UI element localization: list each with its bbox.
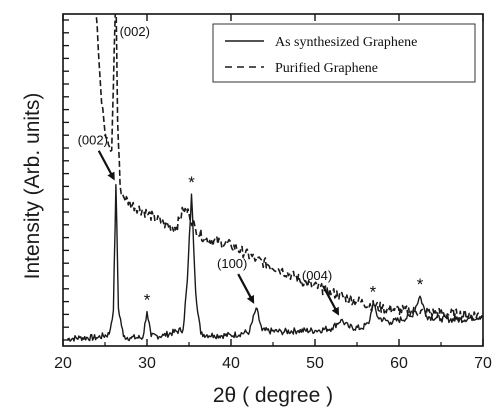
annotation-arrow <box>322 285 340 316</box>
x-tick-label: 70 <box>474 355 492 372</box>
peak-star-label: * <box>144 291 151 310</box>
legend-box <box>212 23 476 83</box>
legend: As synthesized Graphene Purified Graphen… <box>212 23 476 83</box>
annotation-arrow <box>237 273 255 304</box>
legend-label-as-synthesized: As synthesized Graphene <box>275 35 417 50</box>
peak-index-label: (004) <box>302 268 332 283</box>
peak-star-label: * <box>370 282 377 301</box>
x-tick-label: 20 <box>54 355 72 372</box>
x-tick-label: 60 <box>390 355 408 372</box>
x-axis-ticks: 20 30 40 50 60 70 <box>54 14 492 372</box>
x-tick-label: 30 <box>138 355 156 372</box>
peak-index-label: (002) <box>120 24 150 39</box>
peak-index-label: (002) <box>78 133 108 148</box>
series-line-as-synthesized <box>67 184 483 342</box>
y-axis-title: Intensity (Arb. units) <box>21 93 44 280</box>
peak-star-label: * <box>188 173 195 192</box>
annotation-layer: (002) (002) * * (100) (004) * * <box>78 24 424 316</box>
series-line-purified <box>95 14 483 321</box>
annotation-arrow <box>97 150 115 181</box>
y-axis-ticks <box>63 19 69 341</box>
series-layer <box>67 14 483 342</box>
x-axis-title: 2θ ( degree ) <box>213 384 333 407</box>
legend-label-purified: Purified Graphene <box>275 61 378 76</box>
peak-index-label: (100) <box>217 256 247 271</box>
peak-star-label: * <box>417 275 424 294</box>
x-tick-label: 50 <box>306 355 324 372</box>
x-tick-label: 40 <box>222 355 240 372</box>
